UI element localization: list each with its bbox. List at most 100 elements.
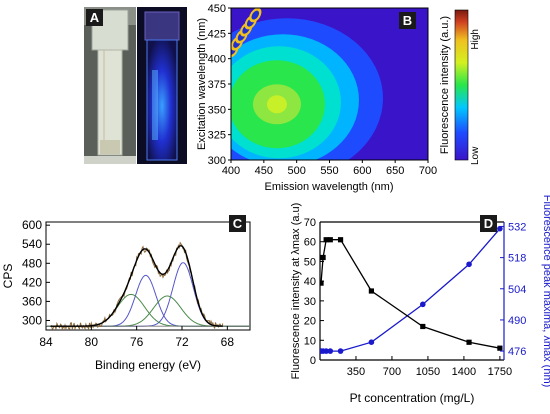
intensity-point — [420, 323, 426, 330]
dual-y2-tick-label: 518 — [508, 253, 526, 265]
colorbar-high-label: High — [470, 29, 481, 50]
dual-y-tick-label: 0 — [310, 355, 316, 367]
xps-x-ticks: 84 80 76 72 68 — [39, 326, 234, 349]
panel-letter-c: C — [229, 215, 246, 232]
dual-x-tick-label: 350 — [347, 366, 365, 378]
peak-maxima-point — [466, 261, 472, 268]
xps-x-tick-label: 72 — [175, 335, 189, 349]
dual-y2-tick-label: 504 — [508, 284, 526, 296]
colorbar-label: Fluorescence intensity (a.u.) — [439, 16, 451, 154]
heatmap-x-ticks: 400 450 500 550 600 650 700 — [222, 160, 437, 177]
heatmap-x-tick-label: 700 — [419, 165, 437, 177]
intensity-point — [497, 345, 503, 351]
xps-y-tick-label: 540 — [22, 237, 42, 251]
panel-b: 400 450 500 550 600 650 700 300 325 350 375 400 425… — [196, 3, 481, 193]
intensity-point — [368, 288, 374, 294]
panel-letter-a: A — [86, 9, 103, 26]
panel-a: A — [84, 7, 187, 164]
peak-maxima-point — [497, 225, 503, 232]
dual-y-tick-label: 50 — [304, 256, 316, 268]
xps-y-tick-label: 480 — [22, 256, 42, 270]
heatmap-x-tick-label: 650 — [386, 165, 404, 177]
heatmap-contours — [231, 8, 383, 160]
xps-x-tick-label: 76 — [130, 335, 144, 349]
heatmap-x-tick-label: 500 — [287, 165, 305, 177]
dual-y-tick-label: 70 — [304, 217, 316, 229]
dual-x-tick-label: 700 — [383, 366, 401, 378]
dual-x-tick-label: 1050 — [416, 366, 440, 378]
dual-x-label: Pt concentration (mg/L) — [350, 391, 475, 405]
dual-y2-label: Fluorescence peak maxima, λmax (nm) — [541, 195, 550, 388]
peak-maxima-point — [419, 301, 426, 308]
panel-letter-c-text: C — [233, 216, 243, 231]
xps-y-tick-label: 300 — [22, 313, 42, 327]
dual-y2-tick-label: 532 — [508, 221, 526, 233]
dual-x-tick-label: 1750 — [488, 366, 512, 378]
intensity-point — [320, 280, 324, 286]
xps-y-label: CPS — [1, 264, 15, 289]
heatmap-y-tick-label: 325 — [208, 130, 226, 142]
dual-y-tick-label: 20 — [304, 316, 316, 328]
dual-y2-ticks: 476 490 504 518 532 — [500, 221, 526, 358]
heatmap-y-tick-label: 400 — [208, 54, 226, 66]
dual-y-tick-label: 10 — [304, 335, 316, 347]
dual-y-tick-label: 30 — [304, 296, 316, 308]
xps-x-tick-label: 80 — [85, 335, 99, 349]
dual-y-ticks: 0 10 20 30 40 50 60 70 — [304, 217, 324, 367]
xps-y-ticks: 300 360 420 480 540 600 — [22, 218, 50, 327]
heatmap-y-tick-label: 375 — [208, 79, 226, 91]
xps-curves — [46, 241, 250, 330]
xps-y-tick-label: 420 — [22, 275, 42, 289]
colorbar: High Low Fluorescence intensity (a.u.) — [439, 9, 481, 165]
heatmap-y-ticks: 300 325 350 375 400 425 450 — [208, 3, 231, 167]
dual-x-tick-label: 1400 — [452, 366, 476, 378]
colorbar-gradient — [454, 9, 469, 161]
xps-x-tick-label: 68 — [221, 335, 235, 349]
colorbar-low-label: Low — [470, 146, 481, 165]
dual-y2-tick-label: 476 — [508, 346, 526, 358]
letter-box — [480, 215, 497, 232]
dual-y-tick-label: 60 — [304, 237, 316, 249]
panel-letter-d: D — [480, 215, 497, 232]
xps-y-tick-label: 600 — [22, 218, 42, 232]
heatmap-x-tick-label: 600 — [353, 165, 371, 177]
vial-photo-daylight — [84, 7, 136, 164]
intensity-point — [320, 254, 326, 261]
heatmap-x-tick-label: 400 — [222, 165, 240, 177]
heatmap-y-tick-label: 450 — [208, 3, 226, 15]
heatmap-x-label: Emission wavelength (nm) — [265, 181, 394, 193]
heatmap-y-label: Excitation wavelength (nm) — [196, 18, 208, 150]
panel-letter-b-text: B — [403, 13, 412, 28]
dual-series — [320, 225, 503, 354]
heatmap-x-tick-label: 450 — [255, 165, 273, 177]
heatmap-x-tick-label: 550 — [320, 165, 338, 177]
intensity-point — [327, 237, 333, 243]
panel-letter-b: B — [399, 12, 416, 29]
peak-maxima-point — [327, 348, 334, 354]
heatmap-y-tick-label: 350 — [208, 104, 226, 116]
xps-envelope-fit — [50, 245, 223, 327]
peak-maxima-point — [323, 348, 329, 354]
dual-x-ticks: 350 700 1050 1400 1750 — [347, 356, 512, 378]
peak-maxima-point — [337, 348, 344, 354]
letter-box — [399, 12, 416, 29]
xps-x-label: Binding energy (eV) — [95, 358, 201, 372]
panel-letter-a-text: A — [90, 10, 100, 25]
dual-y-tick-label: 40 — [304, 276, 316, 288]
letter-box — [86, 9, 103, 26]
dual-plot-area — [320, 222, 504, 360]
scatter-line-blob-core — [251, 10, 260, 20]
xps-y-tick-label: 360 — [22, 294, 42, 308]
heatmap-y-tick-label: 425 — [208, 28, 226, 40]
heatmap-y-tick-label: 300 — [208, 155, 226, 167]
letter-box — [229, 215, 246, 232]
panel-letter-d-text: D — [484, 216, 493, 231]
dual-y2-tick-label: 490 — [508, 315, 526, 327]
xps-x-tick-label: 84 — [39, 335, 53, 349]
peak-maxima-point — [368, 339, 375, 345]
panel-c: 84 80 76 72 68 300 360 420 480 540 600 Binding en… — [1, 215, 251, 372]
vial-photo-uv — [137, 7, 187, 164]
intensity-point — [337, 237, 344, 243]
heatmap-contour-level — [266, 95, 287, 114]
intensity-point — [323, 237, 329, 243]
